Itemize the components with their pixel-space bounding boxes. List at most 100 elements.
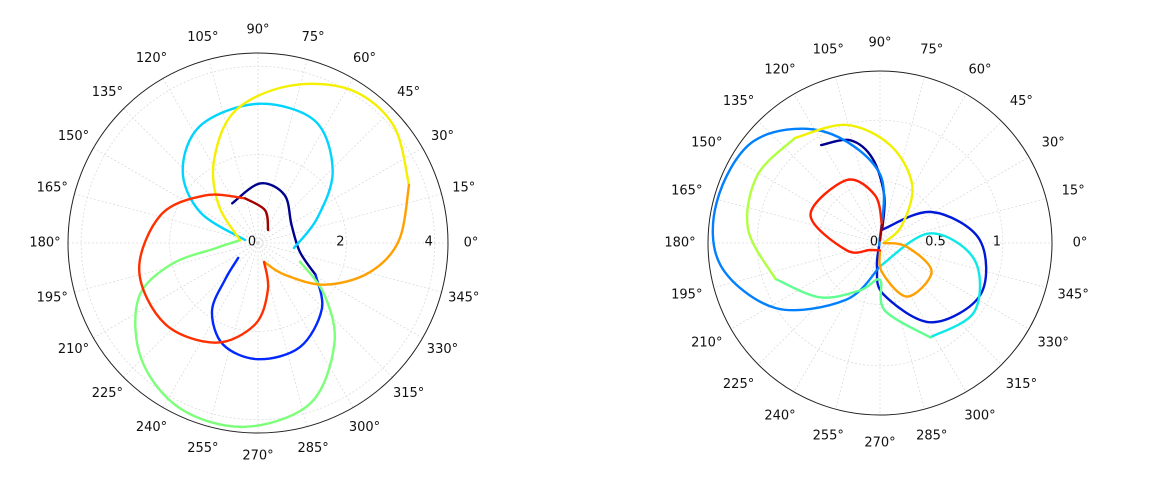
theta-tick-label: 240° (764, 409, 795, 424)
spoke-grid-line (879, 242, 1002, 365)
theta-tick-label: 120° (136, 51, 167, 66)
theta-tick-label: 285° (297, 441, 328, 456)
theta-tick-label: 105° (813, 42, 844, 57)
theta-tick-label: 255° (187, 441, 218, 456)
theta-tick-label: 285° (916, 429, 947, 444)
theta-tick-label: 75° (302, 30, 325, 45)
spoke-grid-line (758, 121, 881, 244)
curve (711, 127, 886, 312)
curve (793, 123, 914, 245)
spoke-grid-line (93, 242, 259, 339)
spoke-grid-line (730, 242, 881, 330)
theta-tick-label: 120° (764, 62, 795, 77)
curve (774, 277, 932, 339)
curve (878, 241, 933, 298)
spoke-grid-line (257, 242, 442, 293)
r-tick-label: 1 (993, 235, 1001, 250)
r-tick-label: 0 (870, 235, 878, 250)
theta-tick-label: 180° (29, 236, 60, 251)
r-tick-label: 2 (336, 235, 344, 250)
spoke-grid-line (879, 198, 1047, 244)
theta-tick-label: 75° (920, 42, 943, 57)
theta-tick-label: 30° (431, 129, 454, 144)
theta-tick-label: 315° (393, 386, 424, 401)
spoke-grid-line (879, 242, 967, 393)
curve (262, 183, 411, 286)
theta-tick-label: 45° (1010, 94, 1033, 109)
spoke-grid-line (835, 76, 881, 244)
polar-axes: 0° 15° 30° 45° 60° 75° 90° 105° 120° 135° 150° 165°… (664, 36, 1089, 451)
theta-tick-label: 30° (1042, 136, 1065, 151)
theta-tick-label: 15° (1062, 184, 1085, 199)
theta-tick-label: 60° (968, 62, 991, 77)
spoke-grid-line (730, 156, 881, 244)
spoke-grid-line (713, 198, 881, 244)
spoke-grid-line (123, 108, 259, 244)
spoke-grid-line (879, 93, 967, 244)
radial-grid-circle (756, 119, 1004, 367)
theta-tick-label: 240° (136, 420, 167, 435)
theta-tick-label: 150° (58, 129, 89, 144)
r-tick-label: 4 (425, 235, 433, 250)
curve (878, 223, 884, 242)
theta-tick-label: 180° (664, 236, 695, 251)
theta-tick-label: 270° (864, 436, 895, 451)
curve (210, 256, 324, 361)
spoke-grid-line (713, 242, 881, 288)
curve (137, 193, 270, 344)
polar-axes: 0° 15° 30° 45° 60° 75° 90° 105° 120° 135° 150° 165°… (29, 23, 479, 464)
polar-frame (707, 70, 1053, 416)
theta-tick-label: 0° (464, 236, 479, 251)
theta-tick-label: 165° (671, 184, 702, 199)
theta-tick-label: 330° (1038, 336, 1069, 351)
r-tick-label: 0 (248, 235, 256, 250)
curve (231, 182, 317, 277)
theta-tick-label: 165° (37, 180, 68, 195)
theta-tick-label: 330° (427, 342, 458, 357)
spoke-grid-line (793, 93, 881, 244)
radial-grid-circle (818, 181, 942, 305)
theta-tick-label: 60° (353, 51, 376, 66)
theta-tick-label: 225° (92, 386, 123, 401)
r-tick-label: 0.5 (925, 235, 946, 250)
spoke-grid-line (257, 108, 393, 244)
radial-grid-circle (169, 154, 347, 332)
spoke-grid-line (835, 242, 881, 410)
theta-tick-label: 345° (448, 291, 479, 306)
spoke-grid-line (257, 147, 423, 244)
spoke-grid-line (758, 242, 881, 365)
curve (820, 138, 886, 231)
radial-grid-circle (80, 65, 436, 421)
theta-tick-label: 270° (242, 449, 273, 464)
spoke-grid-line (879, 242, 1047, 288)
theta-tick-label: 195° (37, 291, 68, 306)
curve (211, 82, 411, 242)
theta-tick-label: 150° (691, 136, 722, 151)
theta-tick-label: 15° (452, 180, 475, 195)
theta-tick-label: 345° (1058, 287, 1089, 302)
spoke-grid-line (74, 193, 259, 244)
theta-tick-label: 315° (1006, 377, 1037, 392)
theta-tick-label: 0° (1073, 236, 1088, 251)
spoke-grid-line (257, 242, 423, 339)
theta-tick-label: 135° (723, 94, 754, 109)
theta-tick-label: 105° (187, 30, 218, 45)
theta-tick-label: 300° (349, 420, 380, 435)
curve (181, 102, 334, 250)
curve (244, 197, 270, 232)
spoke-grid-line (793, 242, 881, 393)
spoke-grid-line (257, 193, 442, 244)
curve (134, 239, 337, 429)
theta-tick-label: 195° (671, 287, 702, 302)
theta-tick-label: 210° (58, 342, 89, 357)
theta-tick-label: 300° (964, 409, 995, 424)
polar-frame (67, 52, 449, 434)
theta-tick-label: 45° (397, 85, 420, 100)
curve (809, 178, 884, 254)
spoke-grid-line (879, 242, 1030, 330)
spoke-grid-line (162, 242, 259, 408)
theta-tick-label: 255° (813, 429, 844, 444)
theta-tick-label: 210° (691, 336, 722, 351)
